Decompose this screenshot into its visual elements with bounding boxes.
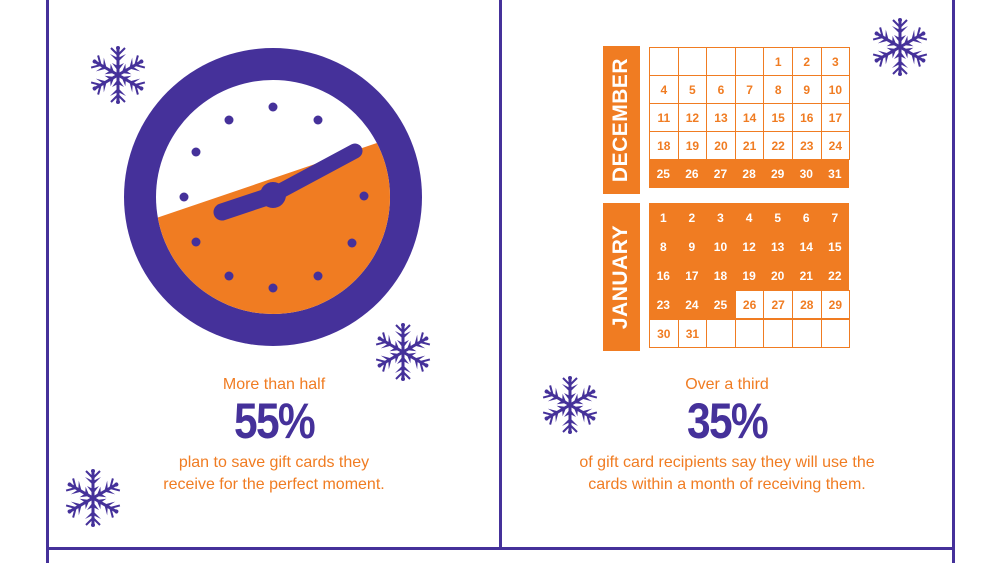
calendar-day-cell: 13 (706, 103, 736, 132)
calendar-day-cell: 9 (791, 75, 822, 104)
calendar-day-cell (706, 47, 736, 76)
calendar-day-cell: 19 (734, 261, 764, 290)
snowflake-icon (540, 375, 600, 435)
calendar-day-cell: 13 (763, 232, 792, 261)
calendar-day-cell (706, 319, 736, 348)
calendar-day-cell: 10 (706, 232, 735, 261)
calendar-day-cell: 15 (820, 232, 850, 261)
calendar-day-cell (763, 319, 793, 348)
calendar-day-cell (677, 47, 708, 76)
right-panel: DECEMBER 1 2 3 4 5 6 7 8 9 10 11 12 13 14 15 16 17 18 19 20… (502, 0, 952, 548)
calendar-day-cell: 24 (820, 131, 851, 160)
calendar-day-cell: 6 (706, 75, 736, 104)
calendar-day-cell: 7 (820, 203, 850, 232)
calendar-day-cell (791, 319, 822, 348)
calendar-day-cell: 28 (791, 290, 822, 319)
calendar-day-cell: 17 (677, 261, 707, 290)
calendar-day-cell: 31 (820, 159, 850, 188)
calendar-day-cell: 5 (763, 203, 792, 232)
clock-icon (124, 48, 422, 346)
december-label: DECEMBER (609, 57, 633, 183)
january-label: JANUARY (609, 224, 633, 330)
calendar-day-cell: 28 (734, 159, 764, 188)
calendar-day-cell: 30 (649, 319, 679, 348)
december-grid: 1 2 3 4 5 6 7 8 9 10 11 12 13 14 15 16 17 18 19 20 21 22 23 24 2… (649, 47, 851, 188)
month-label-january: JANUARY (603, 203, 640, 351)
left-stat-block: More than half 55% plan to save gift car… (49, 375, 499, 496)
calendar-day-cell: 20 (706, 131, 736, 160)
calendar-day-cell: 8 (649, 232, 678, 261)
calendar-day-cell (734, 319, 765, 348)
calendar-day-cell: 27 (763, 290, 793, 319)
calendar-day-cell: 16 (649, 261, 678, 290)
calendar-day-cell (649, 47, 679, 76)
right-description-line1: of gift card recipients say they will us… (579, 454, 875, 471)
calendar-day-cell: 26 (677, 159, 707, 188)
calendar-day-cell: 23 (791, 131, 822, 160)
right-kicker: Over a third (685, 376, 769, 393)
calendar-day-cell: 29 (763, 159, 792, 188)
frame-left-border (46, 0, 49, 563)
month-label-december: DECEMBER (603, 46, 640, 194)
calendar-day-cell (820, 319, 851, 348)
calendar-day-cell: 14 (791, 232, 821, 261)
calendar-day-cell: 11 (649, 103, 679, 132)
calendar-day-cell: 19 (677, 131, 708, 160)
right-description-line2: cards within a month of receiving them. (588, 476, 866, 493)
calendar-day-cell: 5 (677, 75, 708, 104)
calendar-day-cell: 15 (763, 103, 793, 132)
calendar-day-cell: 4 (734, 203, 764, 232)
calendar-day-cell: 7 (734, 75, 765, 104)
calendar-day-cell: 25 (649, 159, 678, 188)
calendar-day-cell: 1 (763, 47, 793, 76)
minute-hand (265, 143, 363, 203)
frame-bottom-divider (46, 547, 955, 550)
calendar-day-cell: 14 (734, 103, 765, 132)
calendar-day-cell: 30 (791, 159, 821, 188)
left-panel: More than half 55% plan to save gift car… (49, 0, 499, 548)
calendar-day-cell: 22 (763, 131, 793, 160)
calendar-day-cell: 18 (649, 131, 679, 160)
calendar-day-cell: 1 (649, 203, 678, 232)
calendar-day-cell: 27 (706, 159, 735, 188)
calendar-day-cell: 3 (820, 47, 851, 76)
left-description-line2: receive for the perfect moment. (163, 476, 385, 493)
calendar-day-cell: 23 (649, 290, 678, 319)
calendar-day-cell: 22 (820, 261, 850, 290)
right-stat-block: Over a third 35% of gift card recipients… (502, 375, 952, 496)
snowflake-icon (63, 468, 123, 528)
calendar-day-cell: 12 (734, 232, 764, 261)
calendar-day-cell: 20 (763, 261, 792, 290)
calendar-day-cell: 31 (677, 319, 708, 348)
calendar-day-cell: 25 (706, 290, 735, 319)
left-stat-value: 55% (234, 393, 316, 449)
calendar-day-cell: 10 (820, 75, 851, 104)
frame-center-divider (499, 0, 502, 549)
snowflake-icon (870, 17, 930, 77)
calendar-day-cell: 26 (734, 290, 765, 319)
calendar-day-cell (734, 47, 765, 76)
calendar-day-cell: 4 (649, 75, 679, 104)
left-kicker: More than half (222, 376, 326, 393)
snowflake-icon (88, 45, 148, 105)
calendar-day-cell: 12 (677, 103, 708, 132)
frame-right-border (952, 0, 955, 563)
calendar-day-cell: 21 (734, 131, 765, 160)
calendar-day-cell: 2 (791, 47, 822, 76)
left-description-line1: plan to save gift cards they (178, 454, 370, 471)
calendar-day-cell: 24 (677, 290, 707, 319)
calendar-day-cell: 6 (791, 203, 821, 232)
january-grid: 1 2 3 4 5 6 7 8 9 10 12 13 14 15 16 17 18 19 20 21 22 23 24 25 2… (649, 203, 851, 348)
calendar-day-cell: 8 (763, 75, 793, 104)
calendar-day-cell: 16 (791, 103, 822, 132)
snowflake-icon (373, 322, 433, 382)
calendar-day-cell: 9 (677, 232, 707, 261)
calendar-day-cell: 21 (791, 261, 821, 290)
right-stat-value: 35% (687, 393, 769, 449)
calendar-day-cell: 18 (706, 261, 735, 290)
calendar-day-cell: 2 (677, 203, 707, 232)
calendar-day-cell: 3 (706, 203, 735, 232)
calendar-day-cell: 17 (820, 103, 851, 132)
calendar-day-cell: 29 (820, 290, 851, 319)
